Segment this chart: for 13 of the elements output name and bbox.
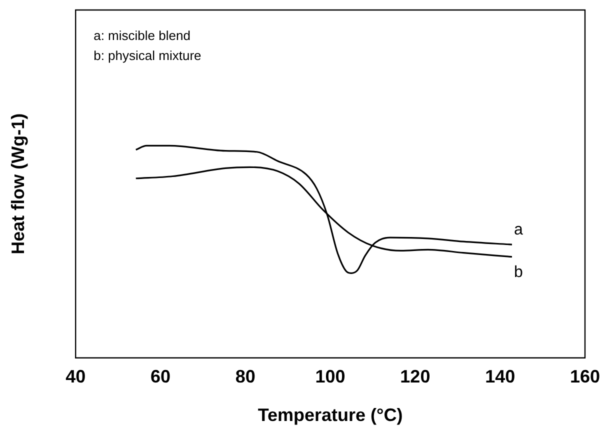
x-tick-label: 160 <box>570 366 600 387</box>
x-axis-title: Temperature (°C) <box>258 405 403 426</box>
x-tick-label: 40 <box>66 366 86 387</box>
x-tick-label: 80 <box>235 366 256 387</box>
series-label: b <box>514 264 523 281</box>
x-tick-label: 60 <box>150 366 171 387</box>
x-tick-label: 100 <box>315 366 346 387</box>
x-tick-label: 140 <box>485 366 516 387</box>
y-axis-title: Heat flow (Wg-1) <box>8 113 28 254</box>
text: a: miscible blend <box>94 28 190 43</box>
x-tick-label: 120 <box>400 366 430 387</box>
text: b: physical mixture <box>94 48 202 63</box>
series-label: a <box>514 222 523 239</box>
